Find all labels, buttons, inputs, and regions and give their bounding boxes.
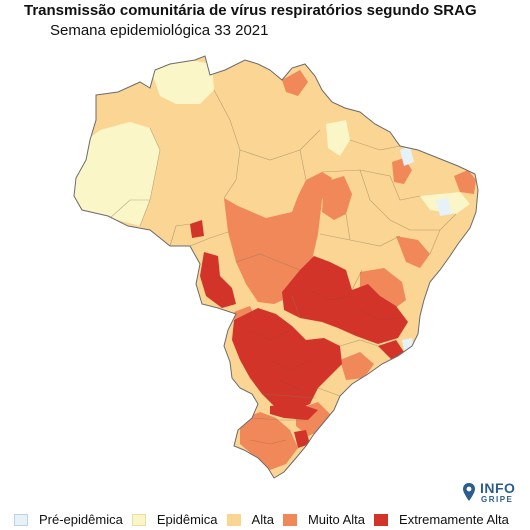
legend: Pré-epidêmica Epidêmica Alta Muito Alta …	[14, 512, 518, 527]
legend-item-epidemica: Epidêmica	[131, 512, 218, 527]
map-title: Transmissão comunitária de vírus respira…	[24, 2, 477, 19]
legend-label: Pré-epidêmica	[39, 512, 123, 527]
legend-swatch	[226, 513, 241, 526]
legend-label: Extremamente Alta	[399, 512, 509, 527]
legend-label: Epidêmica	[156, 512, 218, 527]
legend-swatch	[14, 513, 28, 526]
legend-item-muito-alta: Muito Alta	[282, 512, 366, 527]
legend-label: Alta	[251, 512, 274, 527]
legend-item-alta: Alta	[226, 512, 274, 527]
legend-item-extremamente-alta: Extremamente Alta	[374, 512, 509, 527]
legend-swatch	[282, 513, 297, 526]
logo-text-gripe: GRIPE	[481, 495, 514, 504]
legend-swatch	[374, 513, 389, 526]
map-subtitle: Semana epidemiológica 33 2021	[50, 22, 269, 39]
location-pin-icon	[463, 483, 475, 501]
infogripe-logo: INFO GRIPE	[462, 480, 528, 506]
legend-item-pre-epidemica: Pré-epidêmica	[14, 512, 123, 527]
legend-label: Muito Alta	[307, 512, 366, 527]
logo-text-info: INFO	[480, 480, 516, 496]
legend-swatch	[131, 513, 146, 526]
